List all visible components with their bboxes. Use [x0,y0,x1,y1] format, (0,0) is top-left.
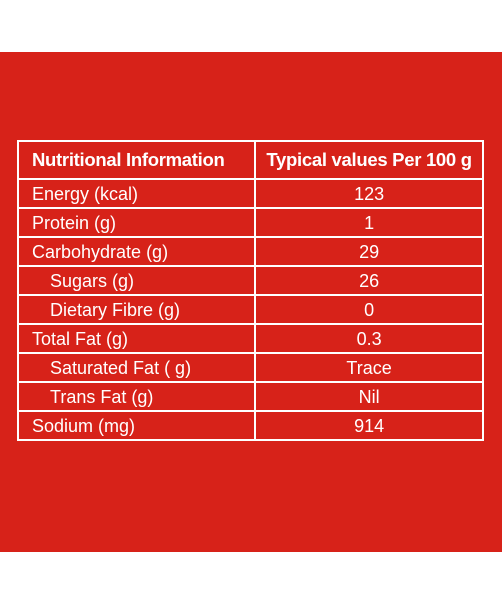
table-row: Energy (kcal) 123 [16,178,484,209]
nutrient-value: 0.3 [254,323,484,354]
table-row: Trans Fat (g) Nil [16,381,484,412]
nutrient-value: 0 [254,294,484,325]
nutrient-name: Protein (g) [16,207,257,238]
nutrient-value: 26 [254,265,484,296]
table-row: Sugars (g) 26 [16,265,484,296]
nutrient-value: 29 [254,236,484,267]
table-row: Saturated Fat ( g) Trace [16,352,484,383]
nutrient-name: Sugars (g) [16,265,257,296]
nutrient-name: Sodium (mg) [16,410,257,441]
nutrient-name: Total Fat (g) [16,323,257,354]
nutrient-name: Trans Fat (g) [16,381,257,412]
nutrient-value: 914 [254,410,484,441]
nutrient-value: 123 [254,178,484,209]
nutrient-name: Saturated Fat ( g) [16,352,257,383]
table-row: Sodium (mg) 914 [16,410,484,441]
table-row: Protein (g) 1 [16,207,484,238]
nutrient-name: Dietary Fibre (g) [16,294,257,325]
table-row: Total Fat (g) 0.3 [16,323,484,354]
nutrient-value: Trace [254,352,484,383]
nutrient-name: Carbohydrate (g) [16,236,257,267]
header-nutritional-information: Nutritional Information [16,140,257,180]
table-row: Dietary Fibre (g) 0 [16,294,484,325]
header-typical-values: Typical values Per 100 g [254,140,484,180]
table-header-row: Nutritional Information Typical values P… [16,140,484,180]
table-row: Carbohydrate (g) 29 [16,236,484,267]
nutrient-name: Energy (kcal) [16,178,257,209]
nutrition-table: Nutritional Information Typical values P… [16,140,484,441]
nutrient-value: Nil [254,381,484,412]
nutrient-value: 1 [254,207,484,238]
